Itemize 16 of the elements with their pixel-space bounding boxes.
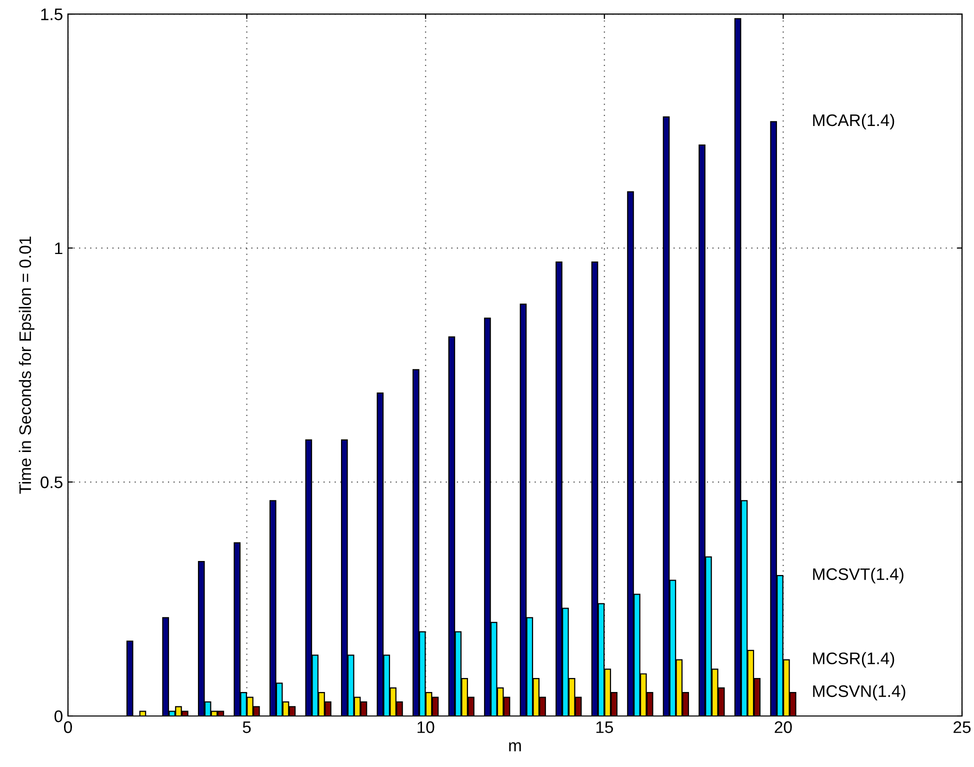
series-label: MCSR(1.4): [813, 652, 894, 668]
y-tick-label: 1: [55, 242, 62, 254]
x-tick-label: 25: [954, 721, 971, 734]
y-tick-label: 0.5: [40, 476, 62, 488]
x-tick-label: 5: [242, 721, 251, 734]
x-tick-label: 15: [596, 721, 613, 734]
y-tick-label: 0: [54, 710, 62, 722]
y-axis-title: Time in Seconds for Epsilon = 0.01: [18, 236, 34, 494]
x-tick-label: 20: [774, 721, 792, 734]
x-tick-label: 0: [64, 721, 72, 734]
y-tick-label: 1.5: [41, 8, 62, 20]
series-label: MCSVT(1.4): [813, 568, 904, 584]
series-label: MCSVN(1.4): [813, 684, 906, 700]
x-axis-title: m: [509, 742, 521, 752]
x-tick-label: 10: [418, 721, 434, 734]
text: MCAR(1.4): [813, 114, 894, 130]
